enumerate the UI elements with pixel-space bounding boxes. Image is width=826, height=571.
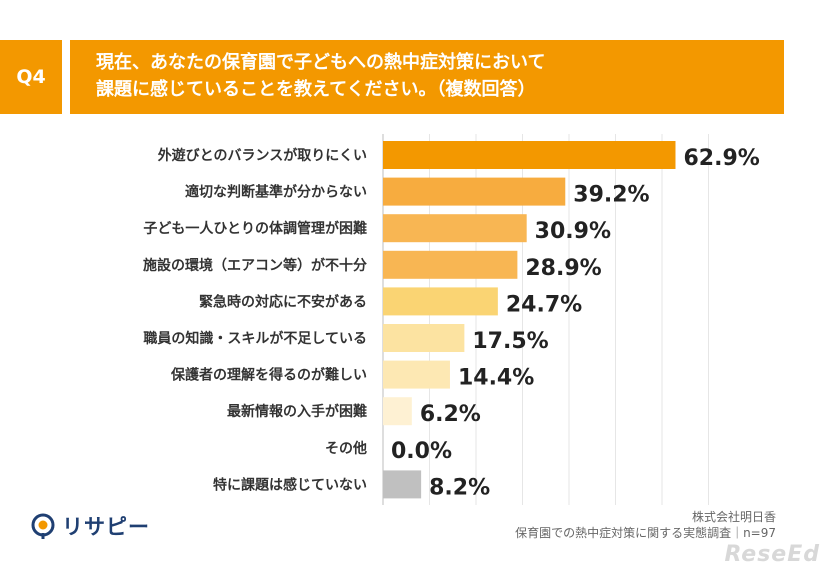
category-label: 緊急時の対応に不安がある — [199, 293, 367, 310]
value-label: 8.2% — [429, 475, 490, 500]
logo-text: リサピー — [62, 515, 150, 539]
value-label: 17.5% — [472, 329, 548, 354]
category-label: 職員の知識・スキルが不足している — [143, 330, 367, 347]
value-label: 24.7% — [506, 292, 582, 317]
bar — [383, 397, 412, 426]
brand-logo: リサピー — [30, 511, 150, 541]
category-label: 特に課題は感じていない — [213, 476, 367, 493]
bar — [383, 360, 450, 389]
value-label: 62.9% — [683, 146, 759, 171]
category-label: 最新情報の入手が困難 — [227, 403, 367, 420]
category-label: 施設の環境（エアコン等）が不十分 — [143, 257, 367, 274]
question-badge: Q4 — [0, 40, 62, 114]
bar — [383, 470, 422, 499]
value-label: 6.2% — [420, 402, 481, 427]
category-label: その他 — [325, 440, 367, 457]
bar — [383, 177, 566, 206]
source-note: 株式会社明日香 保育園での熱中症対策に関する実態調査｜n=97 — [515, 509, 776, 541]
category-label: 保護者の理解を得るのが難しい — [170, 367, 367, 384]
value-label: 0.0% — [391, 439, 452, 464]
question-title: 現在、あなたの保育園で子どもへの熱中症対策において 課題に感じていることを教えて… — [70, 40, 784, 114]
source-company: 株式会社明日香 — [691, 510, 776, 524]
title-line-2: 課題に感じていることを教えてください。（複数回答） — [96, 79, 536, 100]
value-label: 14.4% — [458, 366, 534, 391]
source-survey: 保育園での熱中症対策に関する実態調査｜n=97 — [515, 526, 776, 540]
watermark: ReseEd — [724, 542, 820, 567]
bar — [383, 250, 518, 279]
value-label: 28.9% — [525, 256, 601, 281]
bar — [383, 324, 465, 352]
title-line-1: 現在、あなたの保育園で子どもへの熱中症対策において — [96, 52, 546, 73]
category-label: 子ども一人ひとりの体調管理が困難 — [143, 220, 367, 237]
logo-mark-icon — [31, 513, 55, 539]
value-label: 39.2% — [573, 183, 649, 208]
category-label: 外遊びとのバランスが取りにくい — [158, 147, 367, 164]
bar — [383, 141, 676, 169]
value-label: 30.9% — [535, 219, 611, 244]
bar — [383, 214, 527, 243]
category-label: 適切な判断基準が分からない — [185, 184, 367, 201]
bar — [383, 287, 498, 316]
